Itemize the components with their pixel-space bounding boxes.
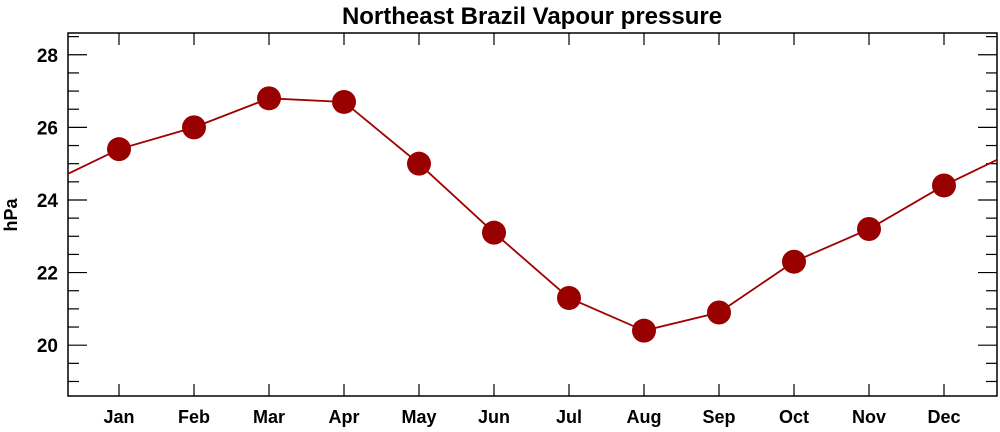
y-tick-label: 22 (37, 264, 58, 285)
x-tick-label: Aug (627, 407, 662, 427)
y-axis-label: hPa (1, 198, 21, 232)
x-tick-label: Jun (478, 407, 510, 427)
data-point-may (407, 151, 431, 176)
data-point-nov (857, 217, 881, 242)
data-point-jul (557, 285, 581, 310)
y-tick-label: 20 (37, 336, 58, 357)
data-point-apr (332, 89, 356, 114)
series-line (67, 97, 998, 332)
x-tick-label: Feb (178, 407, 210, 427)
data-point-jun (482, 220, 506, 245)
x-tick-label: Jan (103, 407, 134, 427)
data-point-feb (182, 115, 206, 140)
x-tick-label: Jul (556, 407, 582, 427)
plot-frame (67, 32, 998, 397)
data-point-sep (707, 300, 731, 325)
x-tick-label: Nov (852, 407, 886, 427)
x-tick-label: Sep (702, 407, 735, 427)
chart-title: Northeast Brazil Vapour pressure (342, 3, 722, 30)
x-tick-label: Apr (329, 407, 360, 427)
data-point-jan (107, 137, 131, 162)
data-point-aug (632, 318, 656, 343)
y-tick-label: 28 (37, 46, 58, 67)
y-tick-label: 26 (37, 118, 58, 139)
x-tick-label: Mar (253, 407, 285, 427)
data-point-mar (257, 86, 281, 111)
data-point-oct (782, 249, 806, 274)
y-tick-label: 24 (37, 191, 59, 212)
x-tick-label: May (401, 407, 436, 427)
data-point-dec (932, 173, 956, 198)
x-tick-label: Dec (927, 407, 960, 427)
x-tick-label: Oct (779, 407, 809, 427)
